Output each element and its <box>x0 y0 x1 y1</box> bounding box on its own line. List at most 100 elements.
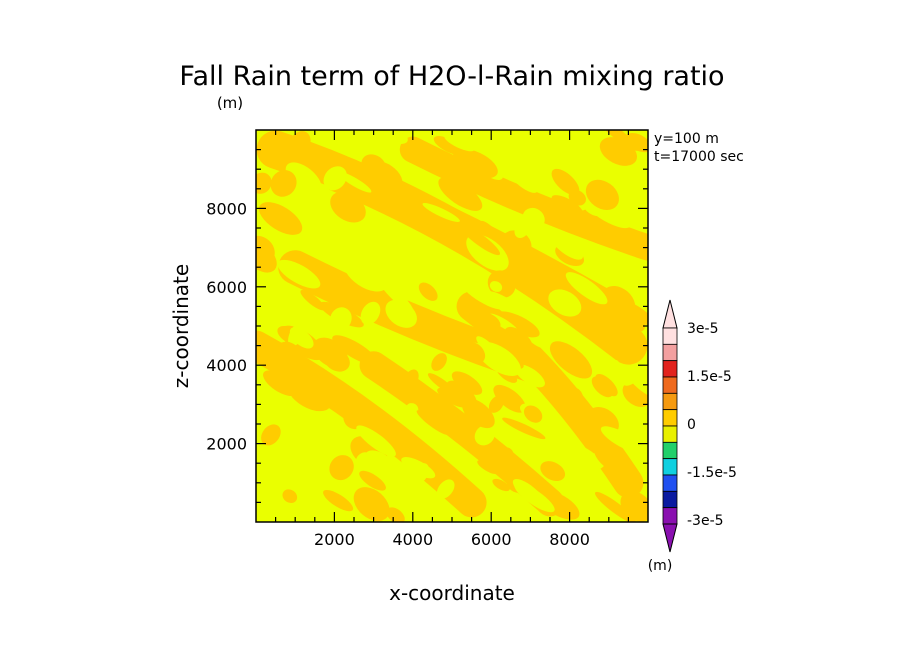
title-unit: (m) <box>217 94 243 112</box>
field-patch <box>300 290 326 311</box>
x-axis-label: x-coordinate <box>389 581 515 605</box>
field-patch <box>524 346 565 379</box>
tick-marks <box>256 130 648 522</box>
field-patch <box>494 447 514 471</box>
field-patch <box>523 405 543 423</box>
field-patch <box>621 309 646 332</box>
field-patch <box>489 281 503 292</box>
field-patch <box>579 317 602 331</box>
field-patch <box>493 384 526 413</box>
field-patch <box>289 327 314 349</box>
colorbar-label: -3e-5 <box>687 513 724 529</box>
colorbar-level <box>662 360 678 378</box>
field-patch <box>514 216 532 239</box>
x-tick-label: 8000 <box>549 530 590 549</box>
field-patch <box>355 452 373 471</box>
field-patch <box>323 348 350 372</box>
colorbar-level <box>662 343 678 362</box>
field-patch <box>474 424 495 446</box>
y-tick-label: 6000 <box>206 278 247 297</box>
field-patch <box>598 130 639 151</box>
field-patch <box>509 169 538 193</box>
field-patch <box>367 161 403 192</box>
field-patch <box>284 193 300 209</box>
colorbar-level <box>662 507 678 525</box>
field-patch <box>549 231 584 260</box>
colorbar-labels: 3e-5 1.5e-5 0 -1.5e-5 -3e-5 <box>687 321 737 529</box>
field-patch <box>599 137 638 166</box>
field-patch <box>275 341 303 368</box>
field-patch <box>595 491 636 522</box>
field-patch <box>259 202 303 235</box>
field-patch <box>585 179 619 211</box>
field-patch <box>323 130 365 159</box>
field-patch <box>431 353 447 371</box>
field-patch <box>600 426 645 454</box>
colorbar-level <box>662 458 678 476</box>
field-patch <box>600 451 628 472</box>
x-tick-label: 2000 <box>314 530 355 549</box>
field-patch <box>592 269 613 283</box>
field-patch <box>386 507 405 522</box>
annotation-t: t=17000 sec <box>654 149 744 165</box>
field-patch <box>288 131 311 158</box>
field-patch <box>446 380 477 408</box>
colorbar-level <box>662 327 678 345</box>
annotation-y: y=100 m <box>654 131 719 147</box>
y-tick-labels: 2000 4000 6000 8000 <box>206 199 247 453</box>
field-patch <box>438 177 483 211</box>
field-patch <box>320 269 354 300</box>
field-patch <box>500 230 532 259</box>
field-patch <box>401 200 439 231</box>
field-patch <box>480 220 503 243</box>
field-patch <box>451 371 483 395</box>
field-patch <box>476 336 500 359</box>
field-patch <box>462 341 486 364</box>
field-patch <box>551 195 583 216</box>
field-patch <box>540 461 566 482</box>
colorbar-level <box>662 474 678 492</box>
field-patch <box>551 168 580 196</box>
field-patch <box>277 430 322 456</box>
field-patch <box>410 463 430 485</box>
colorbar-bottom-arrow <box>662 523 678 553</box>
field-patch <box>487 291 522 312</box>
field-patch <box>502 417 546 440</box>
field-patch <box>495 311 540 338</box>
field-patch <box>364 450 401 483</box>
field-patch <box>402 369 419 391</box>
field-patch <box>356 425 396 457</box>
field-patch <box>621 365 642 386</box>
field-patch <box>620 491 648 522</box>
field-patch <box>256 235 275 266</box>
field-patch <box>514 482 555 513</box>
field-patch <box>274 463 297 488</box>
colorbar-level <box>662 441 678 460</box>
y-axis-label: z-coordinate <box>169 264 193 388</box>
field-patch <box>595 373 618 397</box>
field-patch <box>323 166 347 191</box>
colorbar-label: 1.5e-5 <box>687 369 732 385</box>
colorbar-level <box>662 490 678 509</box>
plot-area <box>255 129 649 523</box>
field-patch <box>549 341 593 379</box>
colorbar-unit: (m) <box>648 558 673 574</box>
colorbar-label: 3e-5 <box>687 321 718 337</box>
field-patches <box>256 130 648 522</box>
field-patch <box>343 404 368 430</box>
field-patch <box>548 289 582 317</box>
field-patch <box>478 312 501 330</box>
field-patch <box>270 170 297 197</box>
field-patch <box>459 224 501 256</box>
field-patch <box>569 130 601 148</box>
colorbar-level <box>662 409 678 427</box>
field-patch <box>330 307 352 331</box>
field-patch <box>618 184 632 200</box>
x-tick-label: 4000 <box>392 530 433 549</box>
chart-title: Fall Rain term of H2O-l-Rain mixing rati… <box>179 61 724 92</box>
field-patch <box>559 386 584 411</box>
field-patch <box>603 359 620 378</box>
field-patch <box>337 254 367 276</box>
field-patch <box>332 335 377 365</box>
